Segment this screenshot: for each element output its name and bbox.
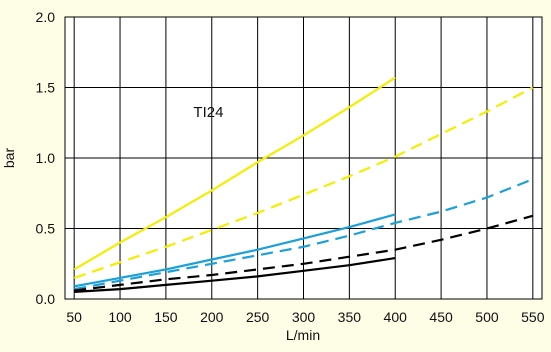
- x-tick-label: 400: [384, 309, 408, 325]
- x-tick-label: 550: [521, 309, 545, 325]
- series-line: [73, 76, 396, 271]
- y-tick-label: 0.5: [36, 221, 56, 237]
- series-line: [74, 214, 534, 292]
- series-line: [74, 257, 396, 293]
- y-tick-labels: 0.0 0.5 1.0 1.5 2.0: [36, 9, 56, 307]
- annotation-layer: TI24: [193, 104, 223, 121]
- x-tick-label: 450: [429, 309, 453, 325]
- x-tick-label: 350: [338, 309, 362, 325]
- series-line: [73, 86, 534, 279]
- x-tick-label: 250: [246, 309, 270, 325]
- y-tick-label: 2.0: [36, 9, 56, 25]
- y-tick-label: 1.5: [36, 80, 56, 96]
- series-layer: [73, 76, 534, 293]
- y-axis-title: bar: [1, 148, 17, 169]
- series-line: [74, 213, 396, 288]
- y-tick-label: 1.0: [36, 150, 56, 166]
- series-annotation: TI24: [193, 104, 223, 121]
- x-tick-label: 200: [200, 309, 224, 325]
- x-tick-labels: 50 100 150 200 250 300 350 400 450 500 550: [66, 309, 544, 325]
- x-tick-label: 150: [154, 309, 178, 325]
- series-line: [74, 178, 534, 291]
- y-tick-label: 0.0: [36, 291, 56, 307]
- x-tick-label: 100: [108, 309, 132, 325]
- x-tick-label: 500: [475, 309, 499, 325]
- x-tick-label: 50: [66, 309, 82, 325]
- x-tick-label: 300: [292, 309, 316, 325]
- x-axis-title: L/min: [286, 327, 320, 343]
- plot-frame: [64, 16, 543, 300]
